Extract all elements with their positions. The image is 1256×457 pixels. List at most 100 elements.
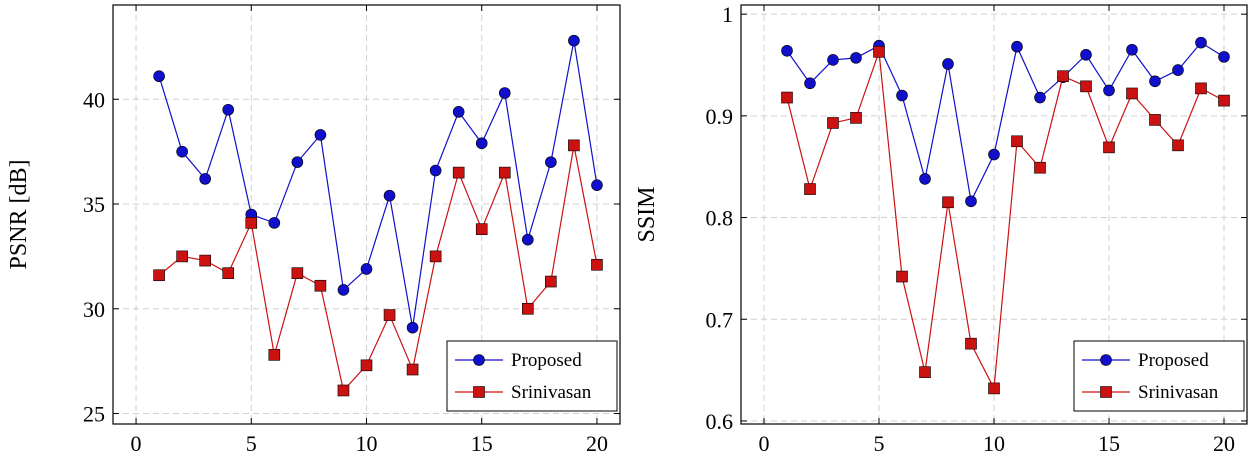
- ssim-proposed-point: [1034, 91, 1046, 104]
- ssim-proposed-point: [1172, 64, 1184, 76]
- psnr-legend-marker-srinivasan: [473, 386, 485, 398]
- ssim-proposed-point: [1218, 51, 1230, 63]
- psnr-srinivasan-point: [452, 166, 465, 179]
- ssim-srinivasan-point: [1080, 80, 1092, 93]
- psnr-proposed-point: [199, 173, 211, 185]
- psnr-srinivasan-point: [176, 250, 188, 263]
- ssim-legend-marker-srinivasan: [1100, 386, 1112, 398]
- psnr-proposed-point: [268, 217, 281, 229]
- psnr-srinivasan-point: [522, 302, 534, 315]
- ssim-proposed-point: [1126, 43, 1138, 56]
- psnr-x-tick-label: 20: [586, 431, 608, 456]
- ssim-srinivasan-point: [1149, 114, 1161, 126]
- ssim-srinivasan-point: [781, 91, 793, 104]
- ssim-y-tick-label: 0.9: [706, 104, 734, 129]
- psnr-srinivasan-point: [568, 139, 580, 152]
- psnr-proposed-point: [383, 189, 396, 202]
- ssim-srinivasan-point: [850, 112, 862, 124]
- ssim-proposed-point: [1195, 36, 1207, 49]
- ssim-srinivasan-point: [804, 183, 816, 195]
- psnr-srinivasan-point: [222, 267, 235, 279]
- psnr-srinivasan-point: [545, 275, 557, 288]
- psnr-proposed-point: [360, 263, 373, 275]
- ssim-series-proposed: [781, 36, 1230, 208]
- psnr-proposed-point: [568, 34, 580, 47]
- psnr-srinivasan-point: [268, 349, 281, 361]
- psnr-proposed-line: [158, 40, 598, 328]
- ssim-srinivasan-point: [1218, 94, 1230, 107]
- psnr-srinivasan-point: [383, 309, 396, 321]
- ssim-legend-label-srinivasan: Srinivasan: [1138, 382, 1219, 403]
- psnr-series-proposed: [153, 34, 603, 334]
- ssim-x-tick-label: 15: [1098, 431, 1120, 456]
- psnr-proposed-point: [545, 156, 557, 168]
- psnr-grid: [113, 5, 620, 424]
- psnr-proposed-point: [591, 179, 603, 191]
- ssim-proposed-point: [827, 54, 839, 66]
- ssim-y-tick-label: 0.6: [706, 409, 734, 434]
- psnr-proposed-point: [222, 103, 235, 116]
- psnr-srinivasan-point: [199, 254, 211, 267]
- ssim-srinivasan-point: [896, 270, 908, 283]
- psnr-srinivasan-point: [429, 250, 442, 263]
- psnr-proposed-point: [153, 70, 165, 83]
- psnr-proposed-point: [522, 233, 534, 246]
- ssim-y-axis-title: SSIM: [634, 186, 660, 242]
- ssim-srinivasan-point: [1103, 141, 1115, 154]
- ssim-srinivasan-point: [1057, 70, 1069, 82]
- ssim-grid: [741, 5, 1247, 424]
- psnr-x-tick-label: 5: [246, 431, 257, 456]
- ssim-x-tick-label: 10: [983, 431, 1005, 456]
- psnr-proposed-point: [498, 87, 511, 99]
- psnr-proposed-point: [176, 145, 188, 158]
- ssim-proposed-point: [942, 58, 954, 70]
- ssim-proposed-point: [1080, 49, 1092, 61]
- psnr-proposed-point: [314, 129, 327, 141]
- psnr-srinivasan-point: [406, 363, 419, 376]
- psnr-y-tick-label: 35: [83, 192, 105, 217]
- psnr-srinivasan-point: [591, 258, 603, 271]
- ssim-x-tick-label: 5: [874, 431, 885, 456]
- psnr-proposed-point: [337, 284, 350, 296]
- psnr-legend-box: [446, 340, 618, 412]
- psnr-proposed-point: [452, 106, 465, 118]
- ssim-proposed-point: [1149, 75, 1161, 88]
- psnr-srinivasan-point: [360, 359, 373, 372]
- ssim-legend-marker-proposed: [1100, 354, 1112, 366]
- psnr-srinivasan-point: [245, 217, 258, 229]
- ssim-x-tick-label: 20: [1213, 431, 1235, 456]
- psnr-srinivasan-point: [475, 223, 488, 235]
- ssim-srinivasan-point: [1195, 82, 1207, 95]
- ssim-series-srinivasan: [781, 45, 1230, 395]
- ssim-srinivasan-point: [1172, 139, 1184, 152]
- ssim-srinivasan-point: [988, 382, 1000, 395]
- psnr-legend: Proposed Srinivasan: [446, 340, 618, 412]
- psnr-srinivasan-line: [158, 145, 598, 392]
- ssim-proposed-point: [965, 195, 977, 208]
- ssim-srinivasan-point: [873, 45, 885, 58]
- psnr-x-tick-label: 10: [356, 431, 378, 456]
- ssim-proposed-point: [988, 148, 1000, 161]
- psnr-chart: 0 5 10 15 20 25 30 35 40 PSNR [dB] Proposed Sriniva…: [6, 4, 621, 456]
- ssim-proposed-point: [896, 89, 908, 102]
- ssim-legend-box: [1073, 340, 1245, 412]
- psnr-y-tick-label: 30: [83, 297, 105, 322]
- ssim-y-tick-label: 0.7: [706, 307, 734, 332]
- ssim-srinivasan-point: [919, 366, 931, 378]
- ssim-proposed-point: [850, 52, 862, 64]
- ssim-proposed-point: [1103, 84, 1115, 97]
- ssim-legend: Proposed Srinivasan: [1073, 340, 1245, 412]
- psnr-x-tick-label: 0: [131, 431, 142, 456]
- psnr-x-tick-label: 15: [471, 431, 493, 456]
- psnr-proposed-point: [406, 321, 419, 334]
- psnr-y-tick-label: 40: [83, 87, 105, 112]
- ssim-y-tick-label: 1: [722, 2, 733, 27]
- psnr-proposed-point: [291, 156, 304, 168]
- ssim-srinivasan-point: [942, 196, 954, 209]
- ssim-srinivasan-point: [827, 117, 839, 129]
- psnr-series-srinivasan: [153, 139, 603, 397]
- ssim-y-tick-label: 0.8: [706, 206, 734, 231]
- ssim-legend-label-proposed: Proposed: [1138, 350, 1209, 371]
- psnr-proposed-point: [475, 137, 488, 150]
- psnr-srinivasan-point: [314, 279, 327, 292]
